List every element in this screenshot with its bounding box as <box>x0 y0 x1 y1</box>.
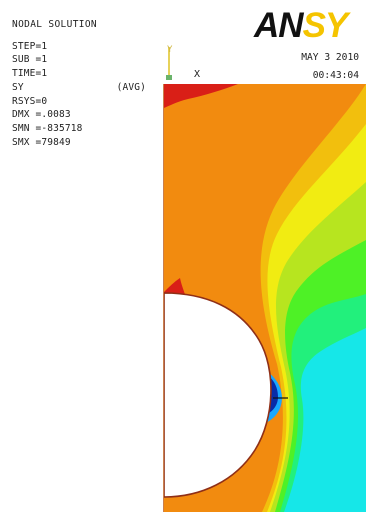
contour-cyan-band <box>284 328 366 512</box>
dmx-value: DMX =.0083 <box>12 109 71 121</box>
ansys-logo: ANSY <box>254 6 349 46</box>
logo-dark-text: AN <box>254 6 304 45</box>
stress-component-row: SY (AVG) <box>12 81 146 95</box>
smn-value: SMN =-835718 <box>12 122 83 134</box>
smx-value: SMX =79849 <box>12 136 71 148</box>
solution-info-panel: NODAL SOLUTION STEP=1 SUB =1 TIME=1 SY (… <box>12 18 167 149</box>
contour-plot <box>164 84 366 512</box>
time-value: TIME=1 <box>12 68 48 80</box>
triad-y-axis <box>168 47 170 77</box>
plot-date: MAY 3 2010 <box>301 52 359 63</box>
contour-svg <box>164 84 366 512</box>
average-mode: (AVG) <box>116 81 146 93</box>
hole-cutout <box>164 292 272 498</box>
rsys-value: RSYS=0 <box>12 95 48 107</box>
coordinate-triad: Y X <box>166 45 206 87</box>
triad-y-label: Y <box>167 45 173 55</box>
plot-time: 00:43:04 <box>312 70 359 81</box>
nodal-solution-title: NODAL SOLUTION <box>12 19 97 30</box>
logo-accent-text: SY <box>302 6 349 45</box>
sub-value: SUB =1 <box>12 54 48 66</box>
stress-component: SY <box>12 81 24 93</box>
triad-origin-marker <box>166 75 172 80</box>
triad-x-label: X <box>194 69 201 80</box>
contour-red-top-left <box>164 84 238 108</box>
brand-block: ANSY MAY 3 2010 00:43:04 <box>250 6 366 81</box>
step-value: STEP=1 <box>12 40 48 52</box>
